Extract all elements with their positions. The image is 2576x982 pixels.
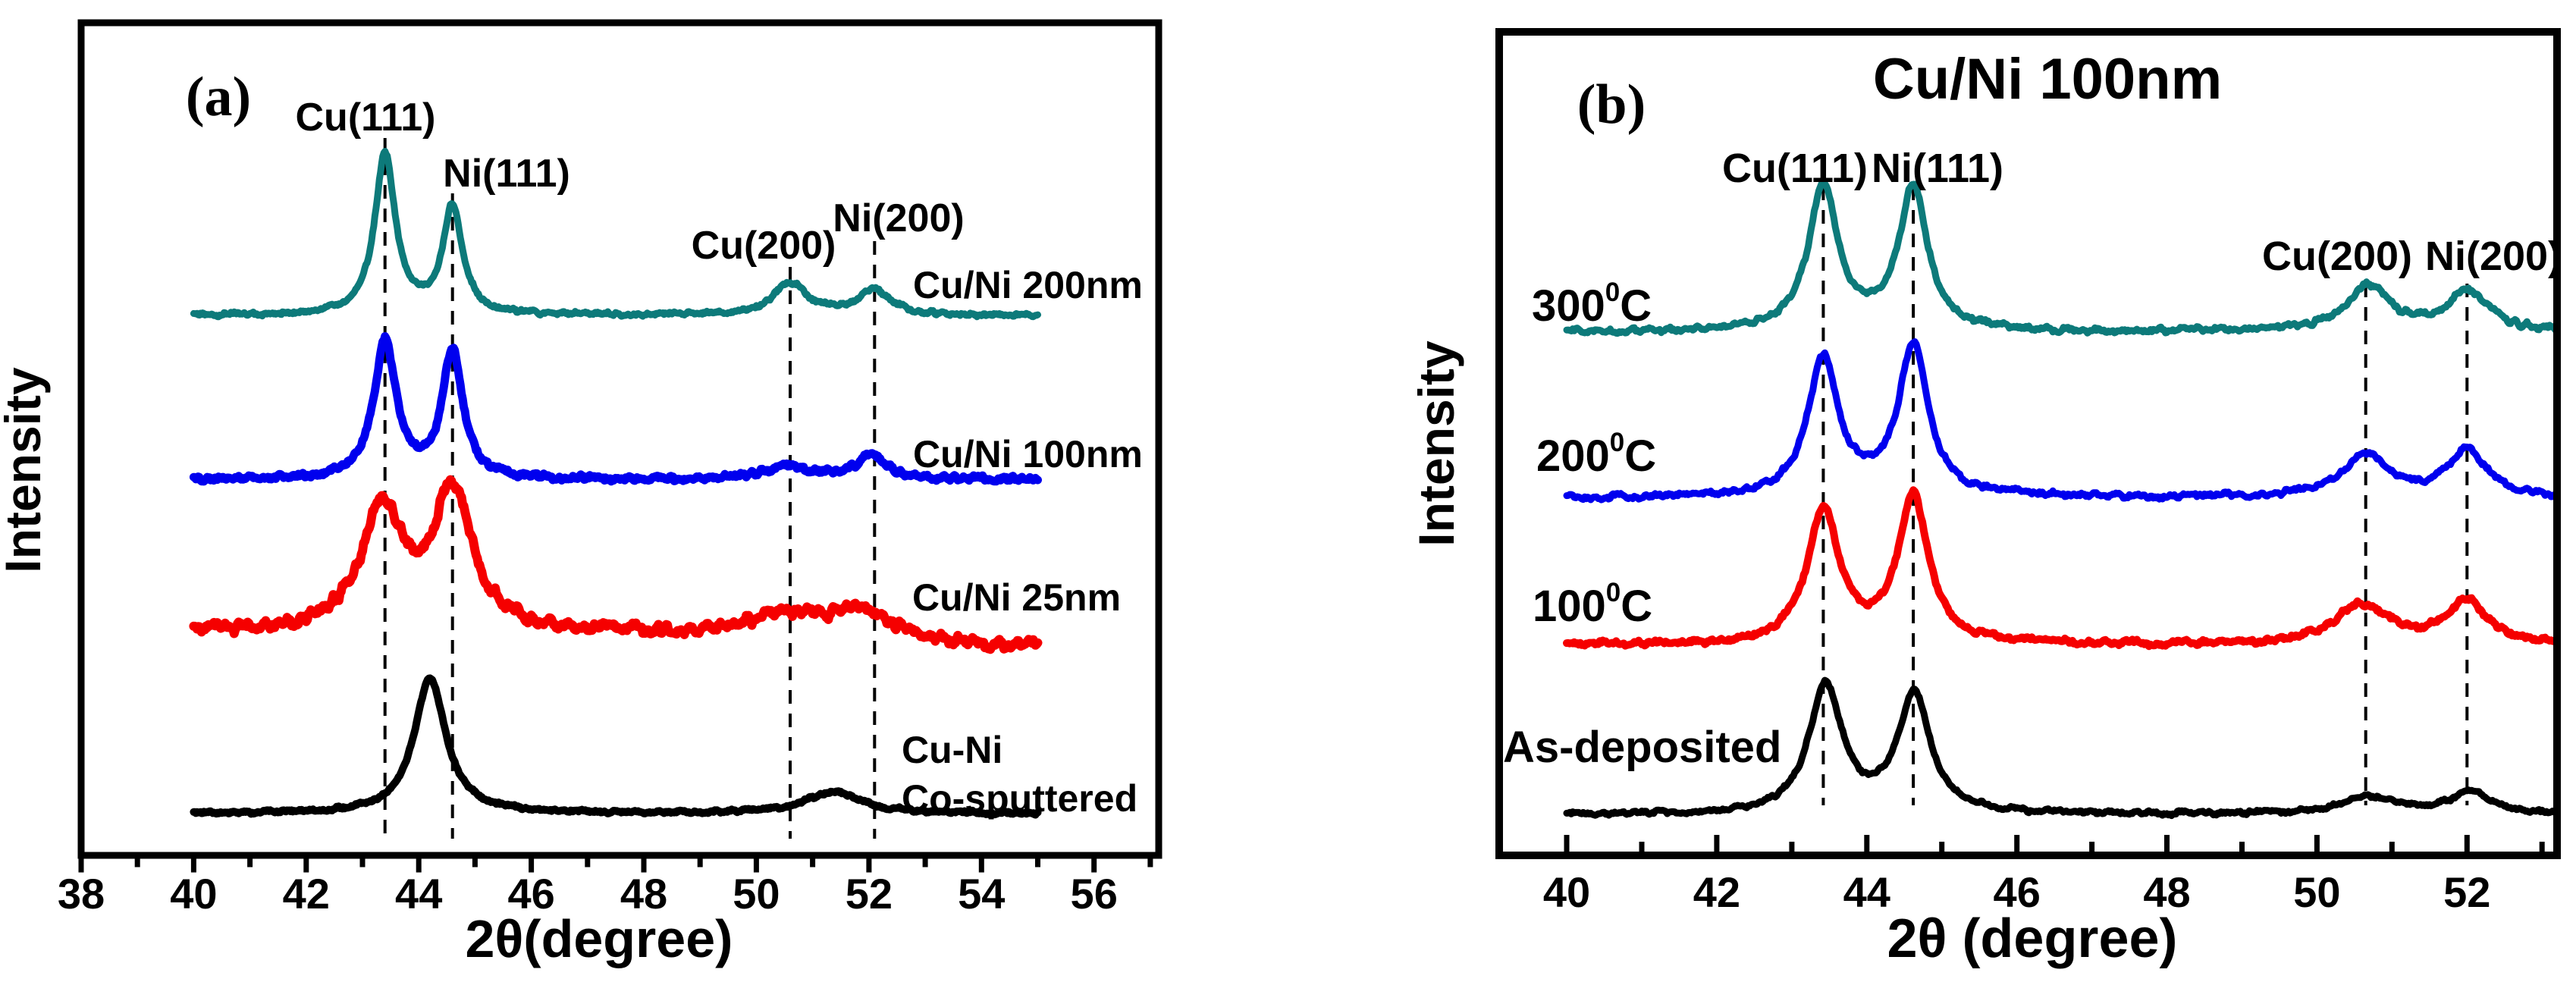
plot-border-b <box>1495 28 2561 859</box>
x-axis-title-b: 2θ (degree) <box>1887 908 2177 969</box>
curve-cu-ni-100nm <box>189 332 1042 486</box>
panel-b: 40 42 44 46 48 50 52 2θ (degree) Intensity (b) Cu/… <box>1408 28 2562 969</box>
x-tick-label: 42 <box>1693 868 1740 916</box>
x-axis-title-a: 2θ(degree) <box>466 909 733 968</box>
series-label-cu-ni-200nm: Cu/Ni 200nm <box>913 264 1143 306</box>
panel-title-b: Cu/Ni 100nm <box>1873 47 2222 111</box>
series-label-cu-ni-25nm: Cu/Ni 25nm <box>912 576 1121 619</box>
panel-letter-a: (a) <box>186 66 251 128</box>
curve-cu-ni-25nm <box>189 475 1043 654</box>
x-tick-label: 44 <box>1843 868 1890 916</box>
x-tick-label: 44 <box>395 870 442 918</box>
peak-label-ni-200: Ni(200) <box>833 196 964 240</box>
x-tick-label: 50 <box>2293 868 2340 916</box>
x-tick-label: 50 <box>733 870 780 918</box>
peak-label-cu-111: Cu(111) <box>296 96 436 140</box>
x-tick-label: 42 <box>283 870 330 918</box>
peak-label-cu-200: Cu(200) <box>692 224 836 268</box>
panel-a: 38 40 42 44 46 48 50 52 54 56 2θ(degree) Intensity (… <box>0 19 1162 968</box>
panel-letter-b: (b) <box>1577 74 1646 136</box>
series-label-200-c: 2000C <box>1536 428 1656 481</box>
peak-label-cu-200: Cu(200) <box>2262 234 2412 279</box>
peak-label-ni-111: Ni(111) <box>443 152 570 196</box>
peak-label-ni-200: Ni(200) <box>2425 234 2562 279</box>
series-label-100-c: 1000C <box>1533 578 1652 631</box>
series-label-cu-ni-co-sputtered-line1: Cu-Ni <box>902 729 1002 771</box>
series-label-cu-ni-co-sputtered-line2: Co-sputtered <box>902 777 1137 820</box>
x-tick-label: 46 <box>1994 868 2041 916</box>
series-label-as-deposited: As-deposited <box>1503 723 1781 772</box>
series-label-cu-ni-100nm: Cu/Ni 100nm <box>913 433 1143 475</box>
y-axis-title-a: Intensity <box>0 367 51 573</box>
x-tick-label: 40 <box>170 870 217 918</box>
x-tick-label: 52 <box>846 870 893 918</box>
y-axis-title-b: Intensity <box>1408 340 1464 547</box>
x-tick-label: 38 <box>58 870 105 918</box>
x-tick-label: 48 <box>2143 868 2190 916</box>
x-tick-label: 48 <box>620 870 667 918</box>
peak-label-cu-111: Cu(111) <box>1722 146 1868 191</box>
x-tick-label: 56 <box>1071 870 1118 918</box>
curve-100-c <box>1563 486 2557 651</box>
curve-300-c <box>1563 178 2557 337</box>
x-tick-label: 40 <box>1543 868 1590 916</box>
x-tick-label: 46 <box>507 870 554 918</box>
curve-as-deposited <box>1563 676 2557 820</box>
series-label-300-c: 3000C <box>1532 278 1652 331</box>
plot-border-a <box>77 19 1162 859</box>
curve-200-c <box>1563 338 2557 504</box>
peak-label-ni-111: Ni(111) <box>1872 146 2003 191</box>
curve-cu-ni-200nm <box>190 148 1041 321</box>
x-tick-label: 52 <box>2443 868 2490 916</box>
curve-cu-ni-co-sputtered <box>190 674 1042 819</box>
x-tick-label: 54 <box>958 870 1005 918</box>
